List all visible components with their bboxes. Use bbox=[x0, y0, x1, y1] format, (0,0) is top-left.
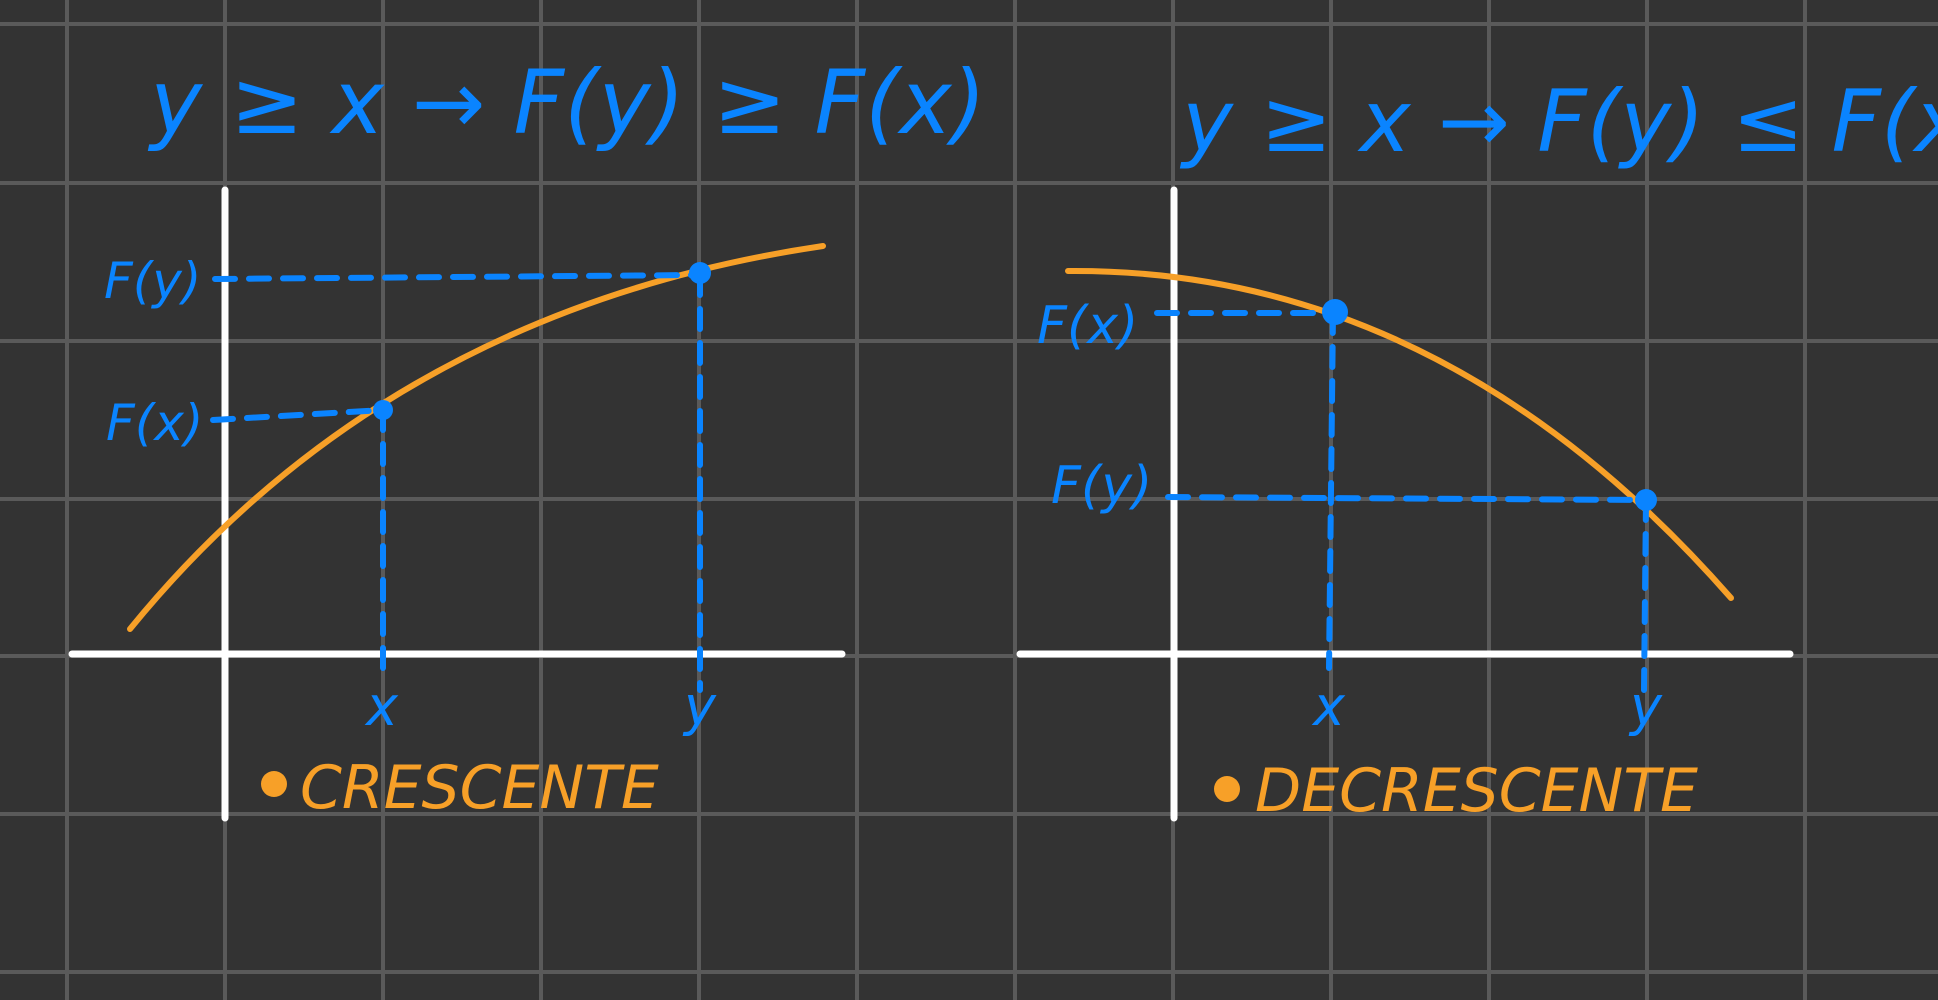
right-caption: DECRESCENTE bbox=[1255, 756, 1698, 826]
left-caption-bullet bbox=[261, 771, 287, 797]
left-caption: CRESCENTE bbox=[300, 753, 659, 823]
left-point-fx bbox=[373, 400, 393, 420]
right-caption-bullet bbox=[1214, 776, 1240, 802]
left-fx-label: F(x) bbox=[106, 394, 203, 452]
right-guide-lines bbox=[1154, 310, 1649, 693]
left-x-label: x bbox=[364, 675, 399, 738]
right-panel: y ≥ x → F(y) ≤ F(x) F(x) F(y) x y DECRES… bbox=[1016, 72, 1938, 826]
left-guide-lines bbox=[210, 272, 703, 693]
left-fy-label: F(y) bbox=[104, 252, 201, 310]
right-fy-label: F(y) bbox=[1051, 456, 1152, 516]
right-point-fy bbox=[1635, 489, 1657, 511]
left-point-fy bbox=[689, 262, 711, 284]
left-y-label: y bbox=[682, 675, 717, 738]
right-x-label: x bbox=[1311, 675, 1346, 738]
left-increasing-curve bbox=[127, 243, 826, 632]
right-fx-label: F(x) bbox=[1037, 296, 1138, 356]
left-panel: y ≥ x → F(y) ≥ F(x) F(y) F(x) x y CRESCE… bbox=[68, 51, 986, 823]
right-y-label: y bbox=[1628, 675, 1663, 738]
right-formula: y ≥ x → F(y) ≤ F(x) bbox=[1179, 72, 1938, 172]
right-decreasing-curve bbox=[1065, 267, 1734, 601]
left-formula: y ≥ x → F(y) ≥ F(x) bbox=[147, 51, 986, 154]
right-point-fx bbox=[1322, 299, 1348, 325]
